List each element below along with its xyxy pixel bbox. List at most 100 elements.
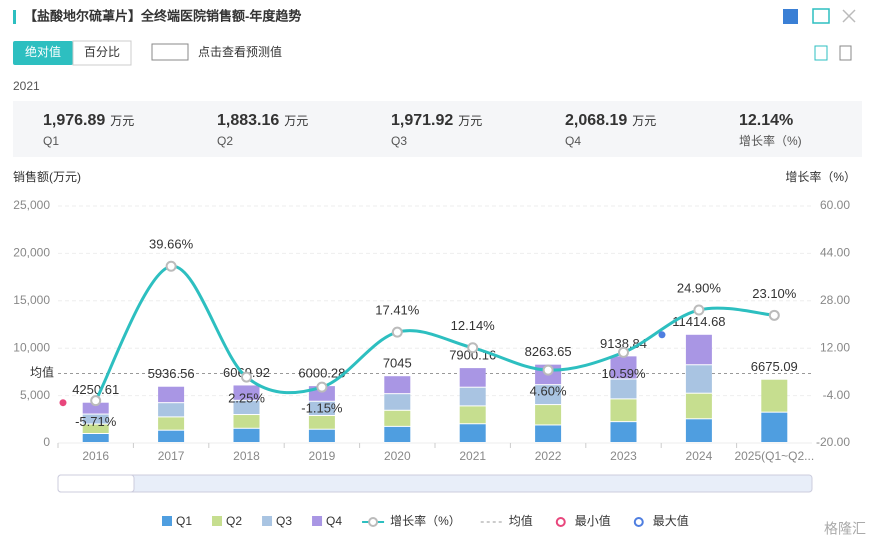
total-label: 11414.68 [672, 314, 725, 329]
export-icon[interactable] [783, 9, 798, 24]
image-icon[interactable] [812, 8, 830, 24]
y2-tick-label: 60.00 [820, 198, 850, 212]
bar-segment [685, 393, 712, 419]
bar-segment [384, 426, 411, 442]
legend-label: 均值 [509, 513, 533, 528]
bar-segment [308, 401, 335, 415]
summary-label: Q1 [43, 134, 59, 148]
y-tick-label: 0 [43, 435, 50, 449]
growth-label: 39.66% [149, 237, 194, 252]
y2-tick-label: -4.00 [823, 388, 851, 402]
bar-segment [535, 425, 562, 442]
bar-segment [308, 429, 335, 442]
close-icon[interactable] [842, 9, 856, 23]
bar-view-icon[interactable] [814, 45, 828, 61]
legend-dot [368, 517, 379, 527]
growth-label: 4.60% [530, 384, 567, 399]
bar-segment [459, 387, 486, 406]
total-label: 8263.65 [525, 344, 572, 359]
summary-label: 增长率（%) [739, 133, 802, 148]
total-label: 6000.28 [298, 366, 345, 381]
legend-label[interactable]: Q2 [226, 514, 242, 528]
bar-segment [685, 365, 712, 393]
bar-segment [82, 433, 109, 442]
bar-segment [384, 410, 411, 426]
mean-label: 均值 [30, 365, 54, 380]
table-view-icon[interactable] [839, 45, 852, 61]
legend-swatch [162, 516, 172, 526]
growth-label: -1.15% [301, 401, 343, 416]
growth-point [467, 342, 479, 354]
bar-segment [459, 424, 486, 442]
forecast-label[interactable]: 点击查看预测值 [198, 44, 282, 59]
legend-label[interactable]: Q3 [276, 514, 292, 528]
percent-button[interactable] [72, 40, 132, 66]
y-tick-label: 25,000 [13, 198, 50, 212]
x-tick-label: 2017 [158, 449, 185, 463]
legend-max [633, 517, 644, 527]
growth-label: 2.25% [228, 391, 265, 406]
growth-label: 17.41% [375, 303, 420, 318]
x-tick-label: 2024 [686, 449, 713, 463]
min-marker [59, 399, 67, 407]
growth-point [618, 346, 629, 358]
bar-segment [761, 412, 788, 442]
summary-value: 2,068.19 [565, 112, 627, 129]
bar-segment [610, 399, 637, 422]
growth-point [768, 309, 780, 321]
summary-panel [13, 101, 862, 157]
zoom-left-handle[interactable] [57, 474, 135, 493]
bar-segment [535, 385, 562, 405]
absolute-button[interactable] [13, 41, 73, 65]
legend-label[interactable]: Q4 [326, 514, 342, 528]
x-tick-label: 2020 [384, 449, 411, 463]
bar-segment [82, 414, 109, 424]
bar-segment [158, 403, 185, 417]
bar-segment [233, 415, 260, 428]
bar-segment [685, 419, 712, 442]
y-tick-label: 5,000 [20, 388, 50, 402]
legend-label[interactable]: Q1 [176, 514, 192, 528]
growth-label: 10.59% [601, 366, 646, 381]
legend-label[interactable]: 增长率（%） [390, 513, 461, 528]
summary-unit: 万元 [632, 114, 656, 128]
x-tick-label: 2019 [309, 449, 336, 463]
bar-segment [82, 424, 109, 433]
percent-label: 百分比 [84, 45, 120, 59]
growth-point [90, 395, 102, 407]
x-tick-label: 2022 [535, 449, 562, 463]
growth-point [316, 381, 328, 393]
y-tick-label: 10,000 [13, 340, 50, 354]
bar-segment [384, 394, 411, 410]
growth-label: -5.71% [75, 414, 117, 429]
y2-tick-label: 44.00 [820, 246, 850, 260]
bar-segment [610, 379, 637, 399]
legend-swatch [312, 516, 323, 526]
absolute-label: 绝对值 [25, 44, 61, 59]
bar-segment [384, 376, 411, 394]
summary-unit: 万元 [284, 114, 308, 128]
bar-segment [233, 385, 260, 400]
bar-segment [685, 334, 712, 365]
growth-label: 23.10% [752, 286, 797, 301]
summary-value: 1,971.92 [391, 112, 453, 129]
bar-segment [233, 428, 260, 442]
growth-label: 24.90% [677, 280, 722, 295]
legend-label: 最小值 [575, 513, 611, 528]
bar-segment [158, 430, 185, 442]
summary-label: Q4 [565, 134, 581, 148]
summary-label: Q3 [391, 134, 407, 148]
forecast-swatch[interactable] [151, 43, 189, 61]
bar-segment [535, 405, 562, 425]
summary-value: 1,883.16 [217, 112, 279, 129]
total-label: 4250.61 [72, 382, 119, 397]
growth-label: 12.14% [451, 318, 496, 333]
growth-point [165, 260, 177, 272]
bar-segment [610, 422, 637, 442]
y2-tick-label: 12.00 [820, 340, 850, 354]
title-accent [13, 10, 16, 24]
page-title: 【盐酸地尔硫䓬片】全终端医院销售额-年度趋势 [24, 8, 301, 23]
bar-segment [610, 356, 637, 379]
summary-year: 2021 [13, 79, 40, 93]
